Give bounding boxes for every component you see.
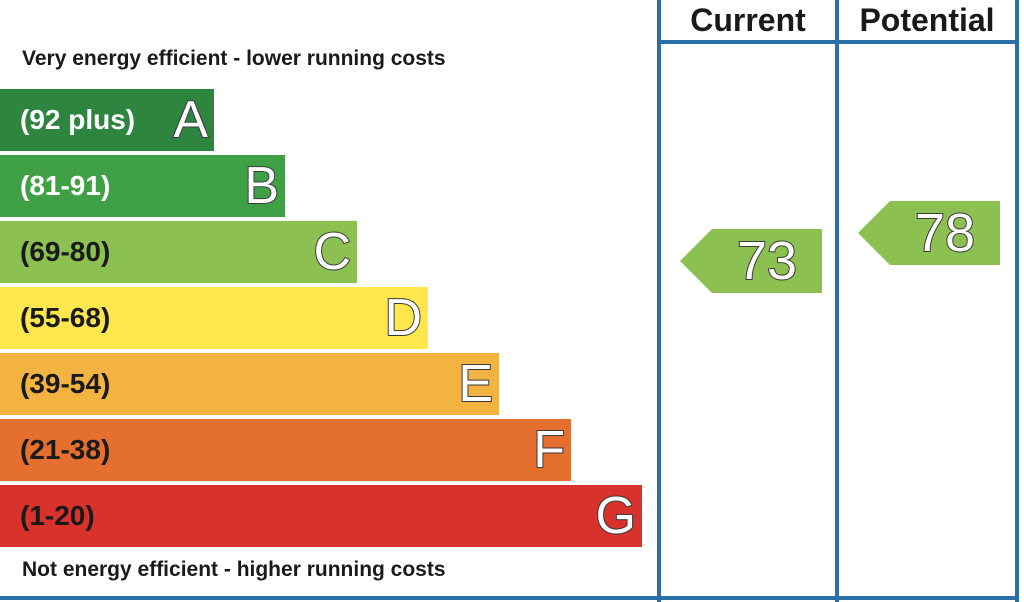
header-divider [657, 40, 1019, 44]
bottom-caption: Not energy efficient - higher running co… [22, 558, 446, 581]
band-range-label: (1-20) [20, 500, 95, 531]
band-letter: B [243, 156, 280, 216]
potential-rating-value: 78 [914, 202, 976, 264]
current-header: Current [690, 2, 806, 38]
frame-left-line [657, 0, 661, 602]
frame-bottom-line [0, 596, 1019, 600]
band-range-label: (39-54) [20, 368, 111, 399]
band-letter: A [172, 90, 209, 150]
potential-header: Potential [859, 2, 995, 38]
band-b: (81-91) B [0, 155, 285, 217]
current-rating-value: 73 [736, 230, 798, 292]
current-rating-arrow: 73 [680, 229, 822, 293]
band-letter: G [595, 486, 637, 546]
band-a: (92 plus) A [0, 89, 214, 151]
top-caption: Very energy efficient - lower running co… [22, 47, 446, 70]
potential-rating-arrow: 78 [858, 201, 1000, 265]
band-letter: D [383, 288, 423, 348]
band-c: (69-80) C [0, 221, 357, 283]
band-g: (1-20) G [0, 485, 642, 547]
potential-arrow-shape [858, 201, 1000, 265]
current-arrow-shape [680, 229, 822, 293]
band-letter: E [457, 354, 494, 414]
band-range-label: (92 plus) [20, 104, 136, 135]
band-letter: C [312, 222, 352, 282]
band-range-label: (21-38) [20, 434, 111, 465]
band-letter: F [532, 420, 566, 480]
band-f: (21-38) F [0, 419, 571, 481]
band-d: (55-68) D [0, 287, 428, 349]
band-range-label: (81-91) [20, 170, 111, 201]
band-range-label: (55-68) [20, 302, 111, 333]
frame-middle-line [835, 0, 839, 602]
band-e: (39-54) E [0, 353, 499, 415]
frame-right-line [1015, 0, 1019, 602]
band-range-label: (69-80) [20, 236, 111, 267]
